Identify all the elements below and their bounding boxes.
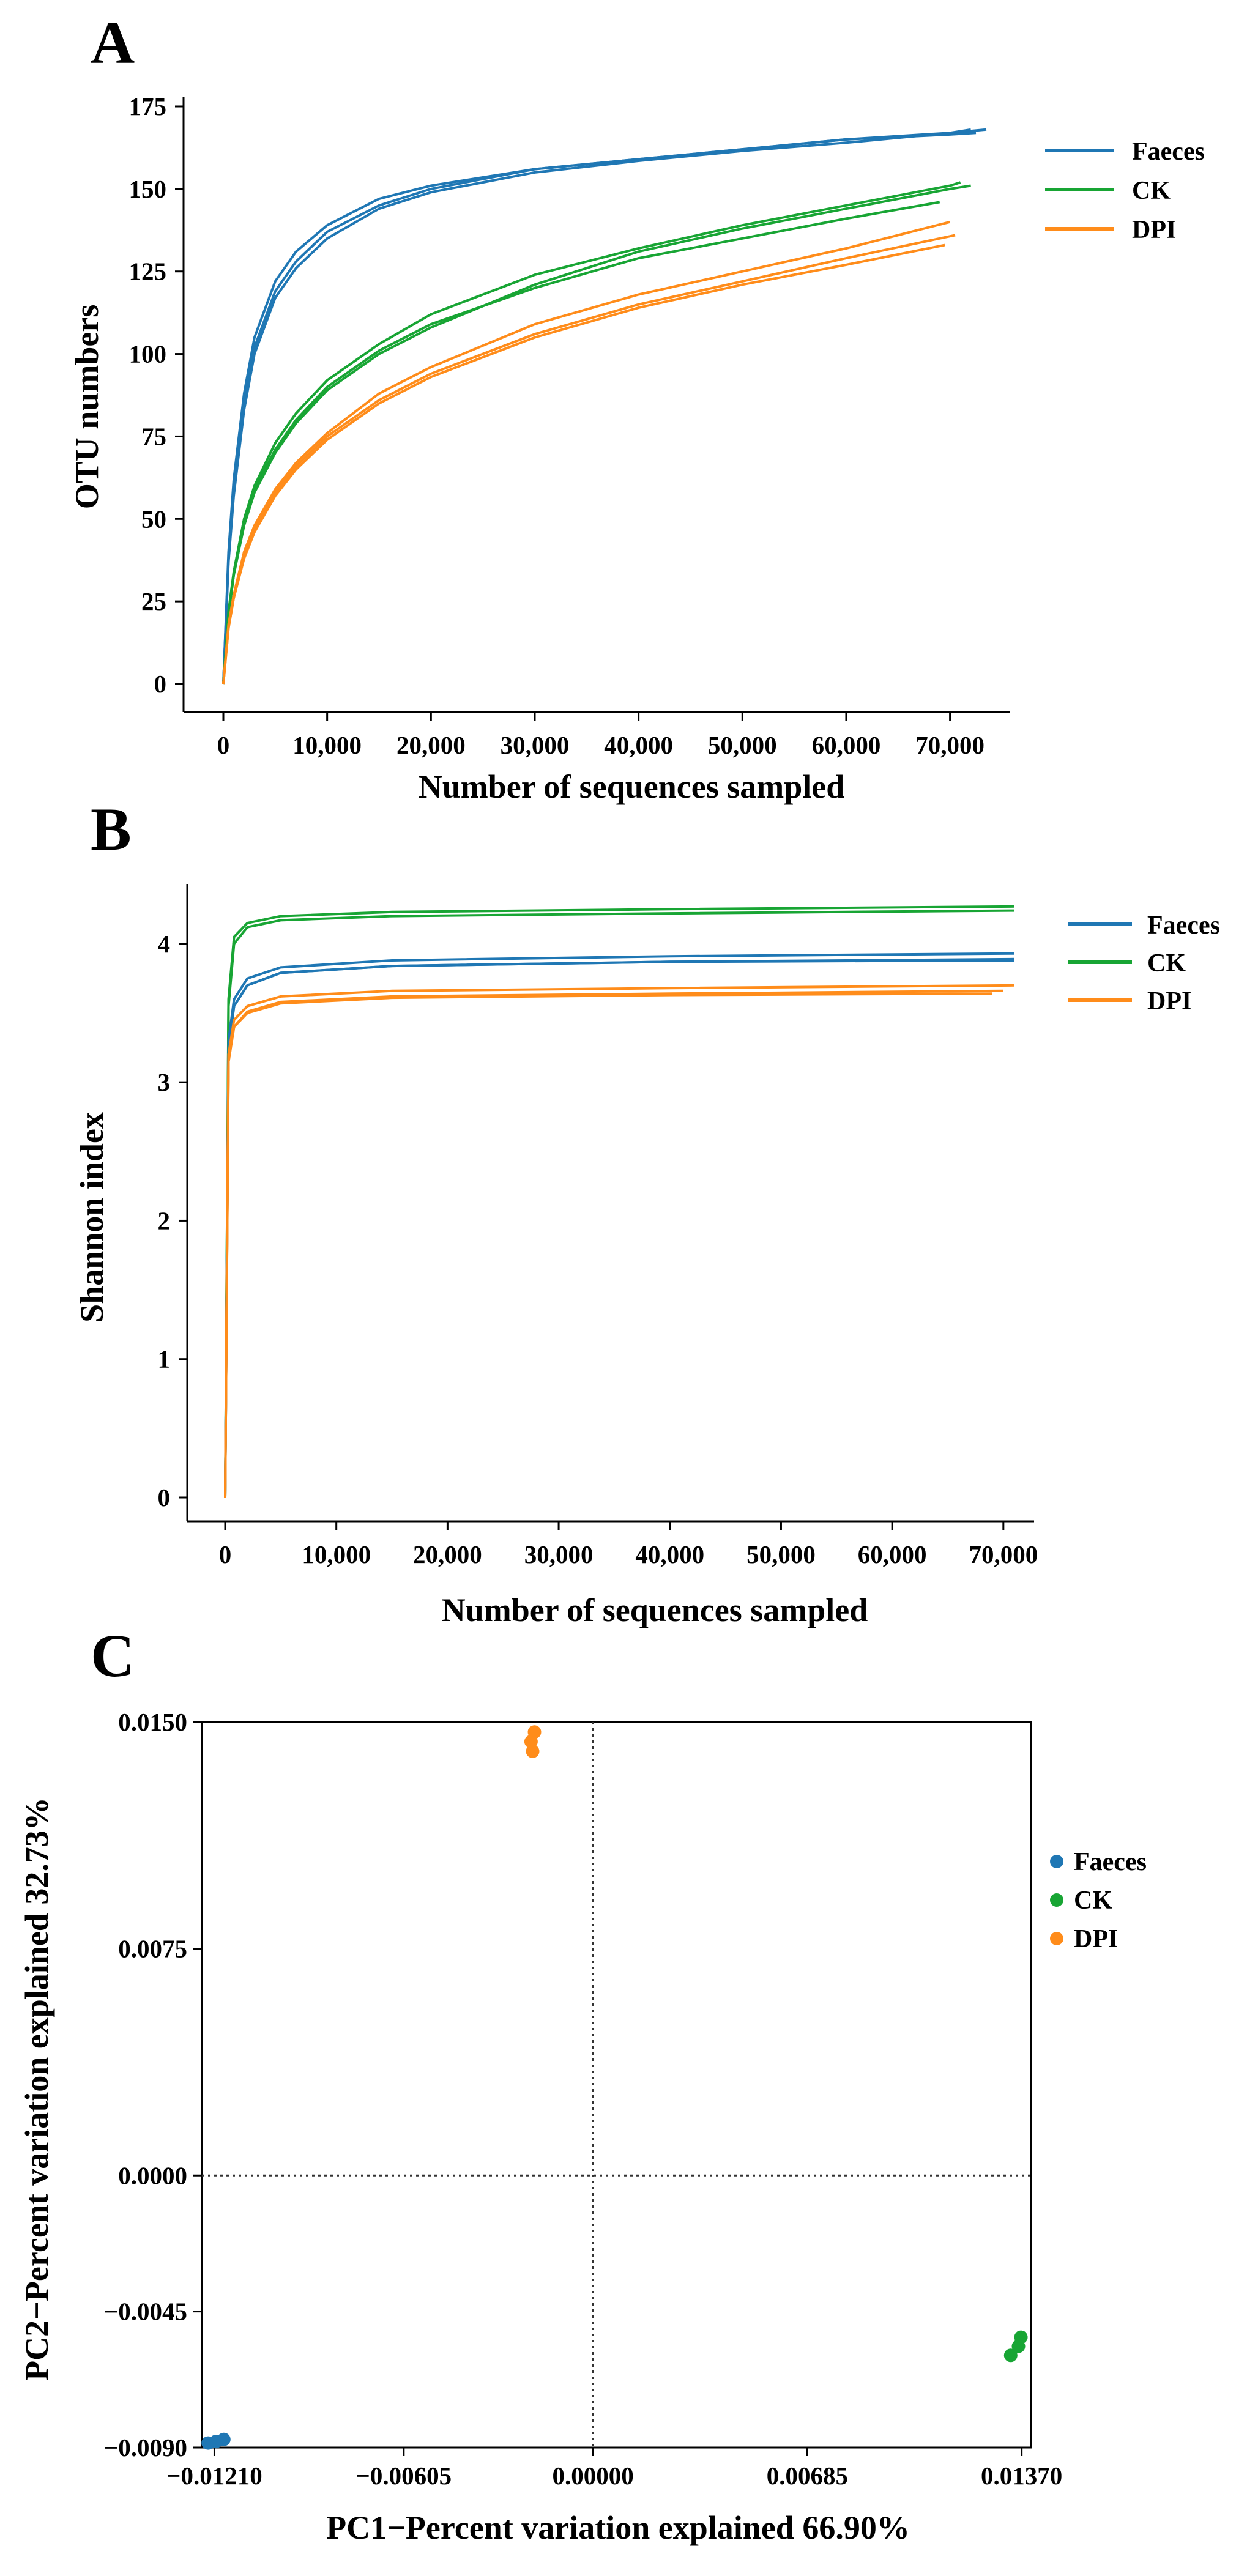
x-tick-label: 40,000 — [604, 731, 673, 759]
y-tick-label: −0.0045 — [104, 2298, 187, 2326]
panel-a-curve-faeces-3 — [222, 128, 971, 685]
x-tick-label: 40,000 — [635, 1540, 704, 1568]
x-tick-label: 10,000 — [302, 1540, 371, 1568]
x-tick-label: 60,000 — [812, 731, 881, 759]
panel-c-reference-lines — [202, 1722, 1031, 2448]
x-tick-label: 20,000 — [413, 1540, 482, 1568]
panel-b-shannon-rarefaction: B 0 10,000 20,000 30,000 40,000 50,000 60,000 7… — [73, 795, 1220, 1628]
panel-c-legend: Faeces CK DPI — [1050, 1848, 1147, 1953]
panel-c-pcoa: C −0.01210 −0.00605 0.00000 0.00685 0.01370 … — [18, 1622, 1147, 2546]
legend-c-ck-label: CK — [1074, 1887, 1112, 1915]
panel-a-y-ticks: 0 25 50 75 100 125 150 175 — [129, 92, 184, 698]
panel-a-curve-ck-2 — [222, 201, 940, 685]
panel-c-y-ticks: −0.0090 −0.0045 0.0000 0.0075 0.0150 — [104, 1708, 202, 2462]
panel-b-curves — [224, 905, 1015, 1498]
panel-b-y-axis-label: Shannon index — [73, 1112, 110, 1323]
panel-a-legend: Faeces CK DPI — [1045, 138, 1205, 244]
point-faeces-3 — [217, 2432, 231, 2446]
x-tick-label: −0.01210 — [166, 2462, 262, 2490]
legend-a-faeces-label: Faeces — [1132, 138, 1205, 166]
panel-a-curve-dpi-3 — [222, 243, 945, 685]
panel-c-points — [201, 1725, 1028, 2450]
y-tick-label: 0.0150 — [118, 1708, 187, 1736]
panel-a-curve-ck-3 — [222, 184, 971, 685]
legend-a-dpi-label: DPI — [1132, 216, 1176, 244]
x-tick-label: 20,000 — [396, 731, 466, 759]
panel-c-letter: C — [91, 1622, 135, 1690]
panel-b-curve-faeces-2 — [224, 957, 1015, 1498]
y-tick-label: 4 — [158, 930, 171, 958]
y-tick-label: 125 — [129, 258, 167, 286]
legend-b-ck-label: CK — [1147, 949, 1186, 978]
panel-b-curve-dpi-3 — [224, 992, 992, 1498]
y-tick-label: 25 — [141, 587, 166, 615]
x-tick-label: 0 — [217, 731, 230, 759]
x-tick-label: 0.00685 — [767, 2462, 848, 2490]
panel-a-curve-dpi-1 — [222, 220, 951, 685]
panel-b-curve-dpi-1 — [224, 984, 1015, 1498]
y-tick-label: 75 — [141, 422, 166, 450]
y-tick-label: 1 — [158, 1345, 171, 1373]
x-tick-label: 30,000 — [524, 1540, 594, 1568]
panel-b-x-axis-label: Number of sequences sampled — [442, 1592, 868, 1628]
point-ck-3 — [1014, 2330, 1028, 2344]
legend-c-faeces-marker — [1050, 1855, 1063, 1868]
panel-b-letter: B — [91, 795, 132, 863]
legend-c-dpi-marker — [1050, 1932, 1063, 1945]
x-tick-label: 60,000 — [858, 1540, 927, 1568]
x-tick-label: 50,000 — [746, 1540, 816, 1568]
x-tick-label: 10,000 — [292, 731, 362, 759]
panel-a-curve-dpi-2 — [222, 234, 956, 685]
panel-a-curve-faeces-1 — [222, 128, 987, 685]
legend-c-ck-marker — [1050, 1893, 1063, 1907]
panel-a-letter: A — [91, 9, 135, 76]
panel-a-y-axis-label: OTU numbers — [69, 305, 105, 510]
y-tick-label: −0.0090 — [104, 2433, 187, 2462]
x-tick-label: 30,000 — [501, 731, 570, 759]
legend-c-dpi-label: DPI — [1074, 1925, 1118, 1953]
x-tick-label: −0.00605 — [355, 2462, 452, 2490]
panel-a-otu-rarefaction: A 0 10,000 20,000 30,000 40,000 50,000 60,000 7… — [69, 9, 1205, 805]
panel-c-y-axis-label: PC2−Percent variation explained 32.73% — [18, 1797, 55, 2381]
x-tick-label: 50,000 — [708, 731, 777, 759]
panel-b-curve-ck-2 — [224, 909, 1015, 1498]
panel-b-x-ticks: 0 10,000 20,000 30,000 40,000 50,000 60,000 70,… — [219, 1521, 1038, 1568]
x-tick-label: 0.00000 — [553, 2462, 634, 2490]
y-tick-label: 0.0075 — [118, 1935, 187, 1963]
x-tick-label: 0.01370 — [981, 2462, 1062, 2490]
panel-a-curves — [222, 128, 987, 685]
legend-b-faeces-label: Faeces — [1147, 911, 1220, 940]
y-tick-label: 0 — [158, 1483, 171, 1512]
y-tick-label: 0.0000 — [118, 2161, 187, 2189]
x-tick-label: 70,000 — [915, 731, 985, 759]
panel-c-x-axis-label: PC1−Percent variation explained 66.90% — [326, 2509, 910, 2546]
point-ck-1 — [1003, 2348, 1018, 2363]
panel-b-curve-faeces-3 — [224, 959, 1015, 1498]
y-tick-label: 150 — [129, 175, 167, 203]
y-tick-label: 175 — [129, 92, 167, 121]
panel-b-curve-faeces-1 — [224, 952, 1015, 1498]
y-tick-label: 2 — [158, 1206, 171, 1234]
y-tick-label: 0 — [154, 670, 167, 698]
x-tick-label: 0 — [219, 1540, 232, 1568]
panel-b-y-ticks: 0 1 2 3 4 — [158, 930, 187, 1512]
y-tick-label: 100 — [129, 340, 167, 368]
panel-b-curve-dpi-2 — [224, 989, 1003, 1498]
legend-b-dpi-label: DPI — [1147, 987, 1191, 1015]
panel-c-plot-frame — [201, 1721, 1032, 2449]
panel-a-x-ticks: 0 10,000 20,000 30,000 40,000 50,000 60,000 70,… — [217, 712, 985, 759]
panel-c-x-ticks: −0.01210 −0.00605 0.00000 0.00685 0.01370 — [166, 2448, 1062, 2490]
panel-b-legend: Faeces CK DPI — [1068, 911, 1220, 1015]
legend-c-faeces-label: Faeces — [1074, 1848, 1147, 1876]
point-dpi-3 — [526, 1744, 540, 1758]
y-tick-label: 3 — [158, 1068, 171, 1096]
x-tick-label: 70,000 — [969, 1540, 1038, 1568]
y-tick-label: 50 — [141, 505, 166, 533]
legend-a-ck-label: CK — [1132, 177, 1171, 205]
panel-a-x-axis-label: Number of sequences sampled — [419, 768, 845, 805]
